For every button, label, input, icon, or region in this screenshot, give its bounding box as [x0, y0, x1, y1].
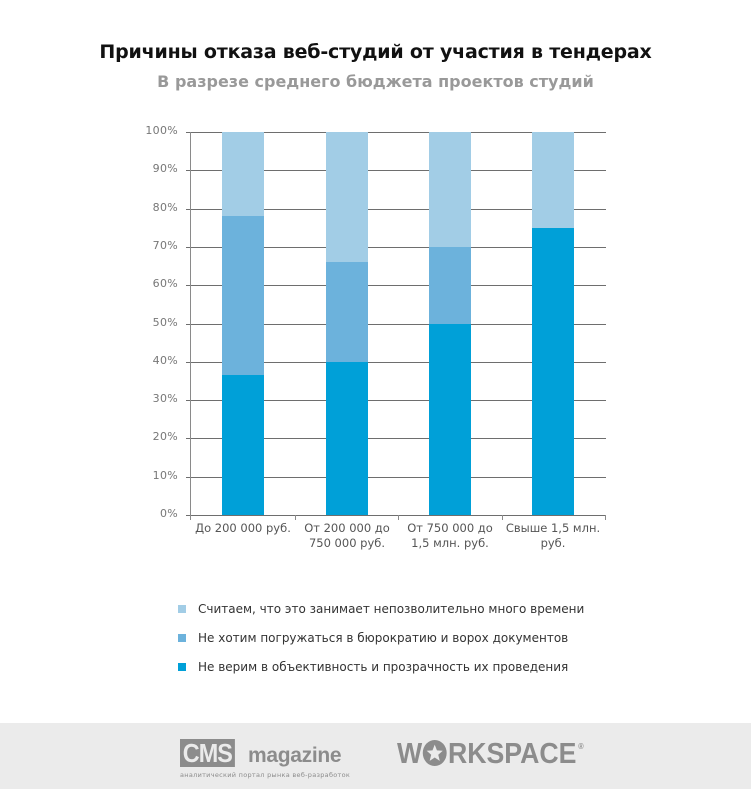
bar-segment[interactable] [429, 132, 471, 247]
legend-swatch-icon [178, 662, 186, 671]
x-label-line: От 200 000 до [304, 521, 390, 535]
bar-4[interactable] [532, 132, 574, 515]
gridline [186, 285, 606, 286]
cms-magazine-logo[interactable]: CMS magazine аналитический портал рынка … [180, 739, 350, 779]
x-category-label: От 750 000 до 1,5 млн. руб. [398, 521, 502, 551]
x-label-line: руб. [540, 536, 566, 550]
gridline [186, 132, 606, 133]
bar-segment[interactable] [326, 262, 368, 362]
y-tick-label: 0% [159, 507, 178, 520]
x-category-label: До 200 000 руб. [191, 521, 295, 551]
gridline [186, 362, 606, 363]
star-icon [423, 740, 448, 766]
x-tick-mark [190, 515, 191, 520]
y-tick-label: 50% [152, 316, 178, 329]
x-tick-mark [605, 515, 606, 520]
registered-mark: ® [578, 742, 584, 751]
cms-logo-tagline: аналитический портал рынка веб-разработо… [180, 771, 351, 779]
y-tick-label: 90% [152, 162, 178, 175]
x-category-label: Свыше 1,5 млн. руб. [501, 521, 605, 551]
bar-segment[interactable] [222, 216, 264, 376]
workspace-logo-suffix: RKSPACE [447, 738, 577, 770]
footer-logos: CMS magazine аналитический портал рынка … [0, 723, 751, 789]
legend-label: Считаем, что это занимает непозволительн… [198, 601, 585, 616]
y-tick-label: 10% [152, 469, 178, 482]
bar-segment[interactable] [429, 246, 471, 324]
bar-segment[interactable] [326, 361, 368, 515]
x-label-line: 1,5 млн. руб. [411, 536, 489, 550]
legend-item[interactable]: Считаем, что это занимает непозволительн… [178, 594, 584, 623]
legend-item[interactable]: Не хотим погружаться в бюрократию и воро… [178, 623, 584, 652]
bar-segment[interactable] [429, 323, 471, 515]
bar-segment[interactable] [326, 132, 368, 263]
x-label-line: 750 000 руб. [308, 536, 386, 550]
x-tick-mark [295, 515, 296, 520]
y-tick-label: 70% [152, 239, 178, 252]
bar-1[interactable] [222, 132, 264, 515]
legend-swatch-icon [178, 604, 186, 613]
gridline [186, 477, 606, 478]
stacked-bar-chart: 0% 10% 20% 30% 40% 50% 60% 70% 80% 90% 100% До 200 … [145, 124, 606, 551]
x-label-line: Свыше 1,5 млн. [505, 521, 601, 535]
chart-title: Причины отказа веб-студий от участия в т… [99, 41, 652, 63]
legend-label: Не верим в объективность и прозрачность … [198, 659, 569, 674]
gridline [186, 209, 606, 210]
legend-swatch-icon [178, 633, 186, 642]
x-label-line: От 750 000 до [407, 521, 493, 535]
bar-2[interactable] [326, 132, 368, 515]
gridline [186, 247, 606, 248]
cms-logo-word: magazine [248, 744, 342, 767]
y-tick-label: 100% [145, 124, 178, 137]
chart-subtitle: В разрезе среднего бюджета проектов студ… [157, 72, 594, 91]
workspace-logo-prefix: W [397, 738, 423, 770]
y-tick-label: 40% [152, 354, 178, 367]
x-label-line: До 200 000 руб. [195, 521, 291, 535]
x-category-label: От 200 000 до 750 000 руб. [295, 521, 399, 551]
bar-segment[interactable] [532, 227, 574, 515]
bar-segment[interactable] [222, 132, 264, 217]
legend-label: Не хотим погружаться в бюрократию и воро… [198, 630, 569, 645]
bar-segment[interactable] [532, 132, 574, 228]
gridline [186, 170, 606, 171]
chart-legend: Считаем, что это занимает непозволительн… [178, 594, 584, 681]
x-tick-mark [502, 515, 503, 520]
bar-3[interactable] [429, 132, 471, 515]
y-tick-label: 30% [152, 392, 178, 405]
y-axis-line [190, 132, 191, 516]
bar-segment[interactable] [222, 375, 264, 515]
y-tick-label: 80% [152, 201, 178, 214]
gridline [186, 324, 606, 325]
gridline [186, 438, 606, 439]
workspace-logo[interactable]: W RKSPACE ® [397, 738, 584, 771]
gridline [186, 400, 606, 401]
x-tick-mark [398, 515, 399, 520]
y-tick-label: 60% [152, 277, 178, 290]
cms-logo-box: CMS [180, 739, 235, 767]
x-axis-line [186, 515, 606, 516]
legend-item[interactable]: Не верим в объективность и прозрачность … [178, 652, 584, 681]
y-tick-label: 20% [152, 430, 178, 443]
x-label-line [191, 536, 295, 551]
